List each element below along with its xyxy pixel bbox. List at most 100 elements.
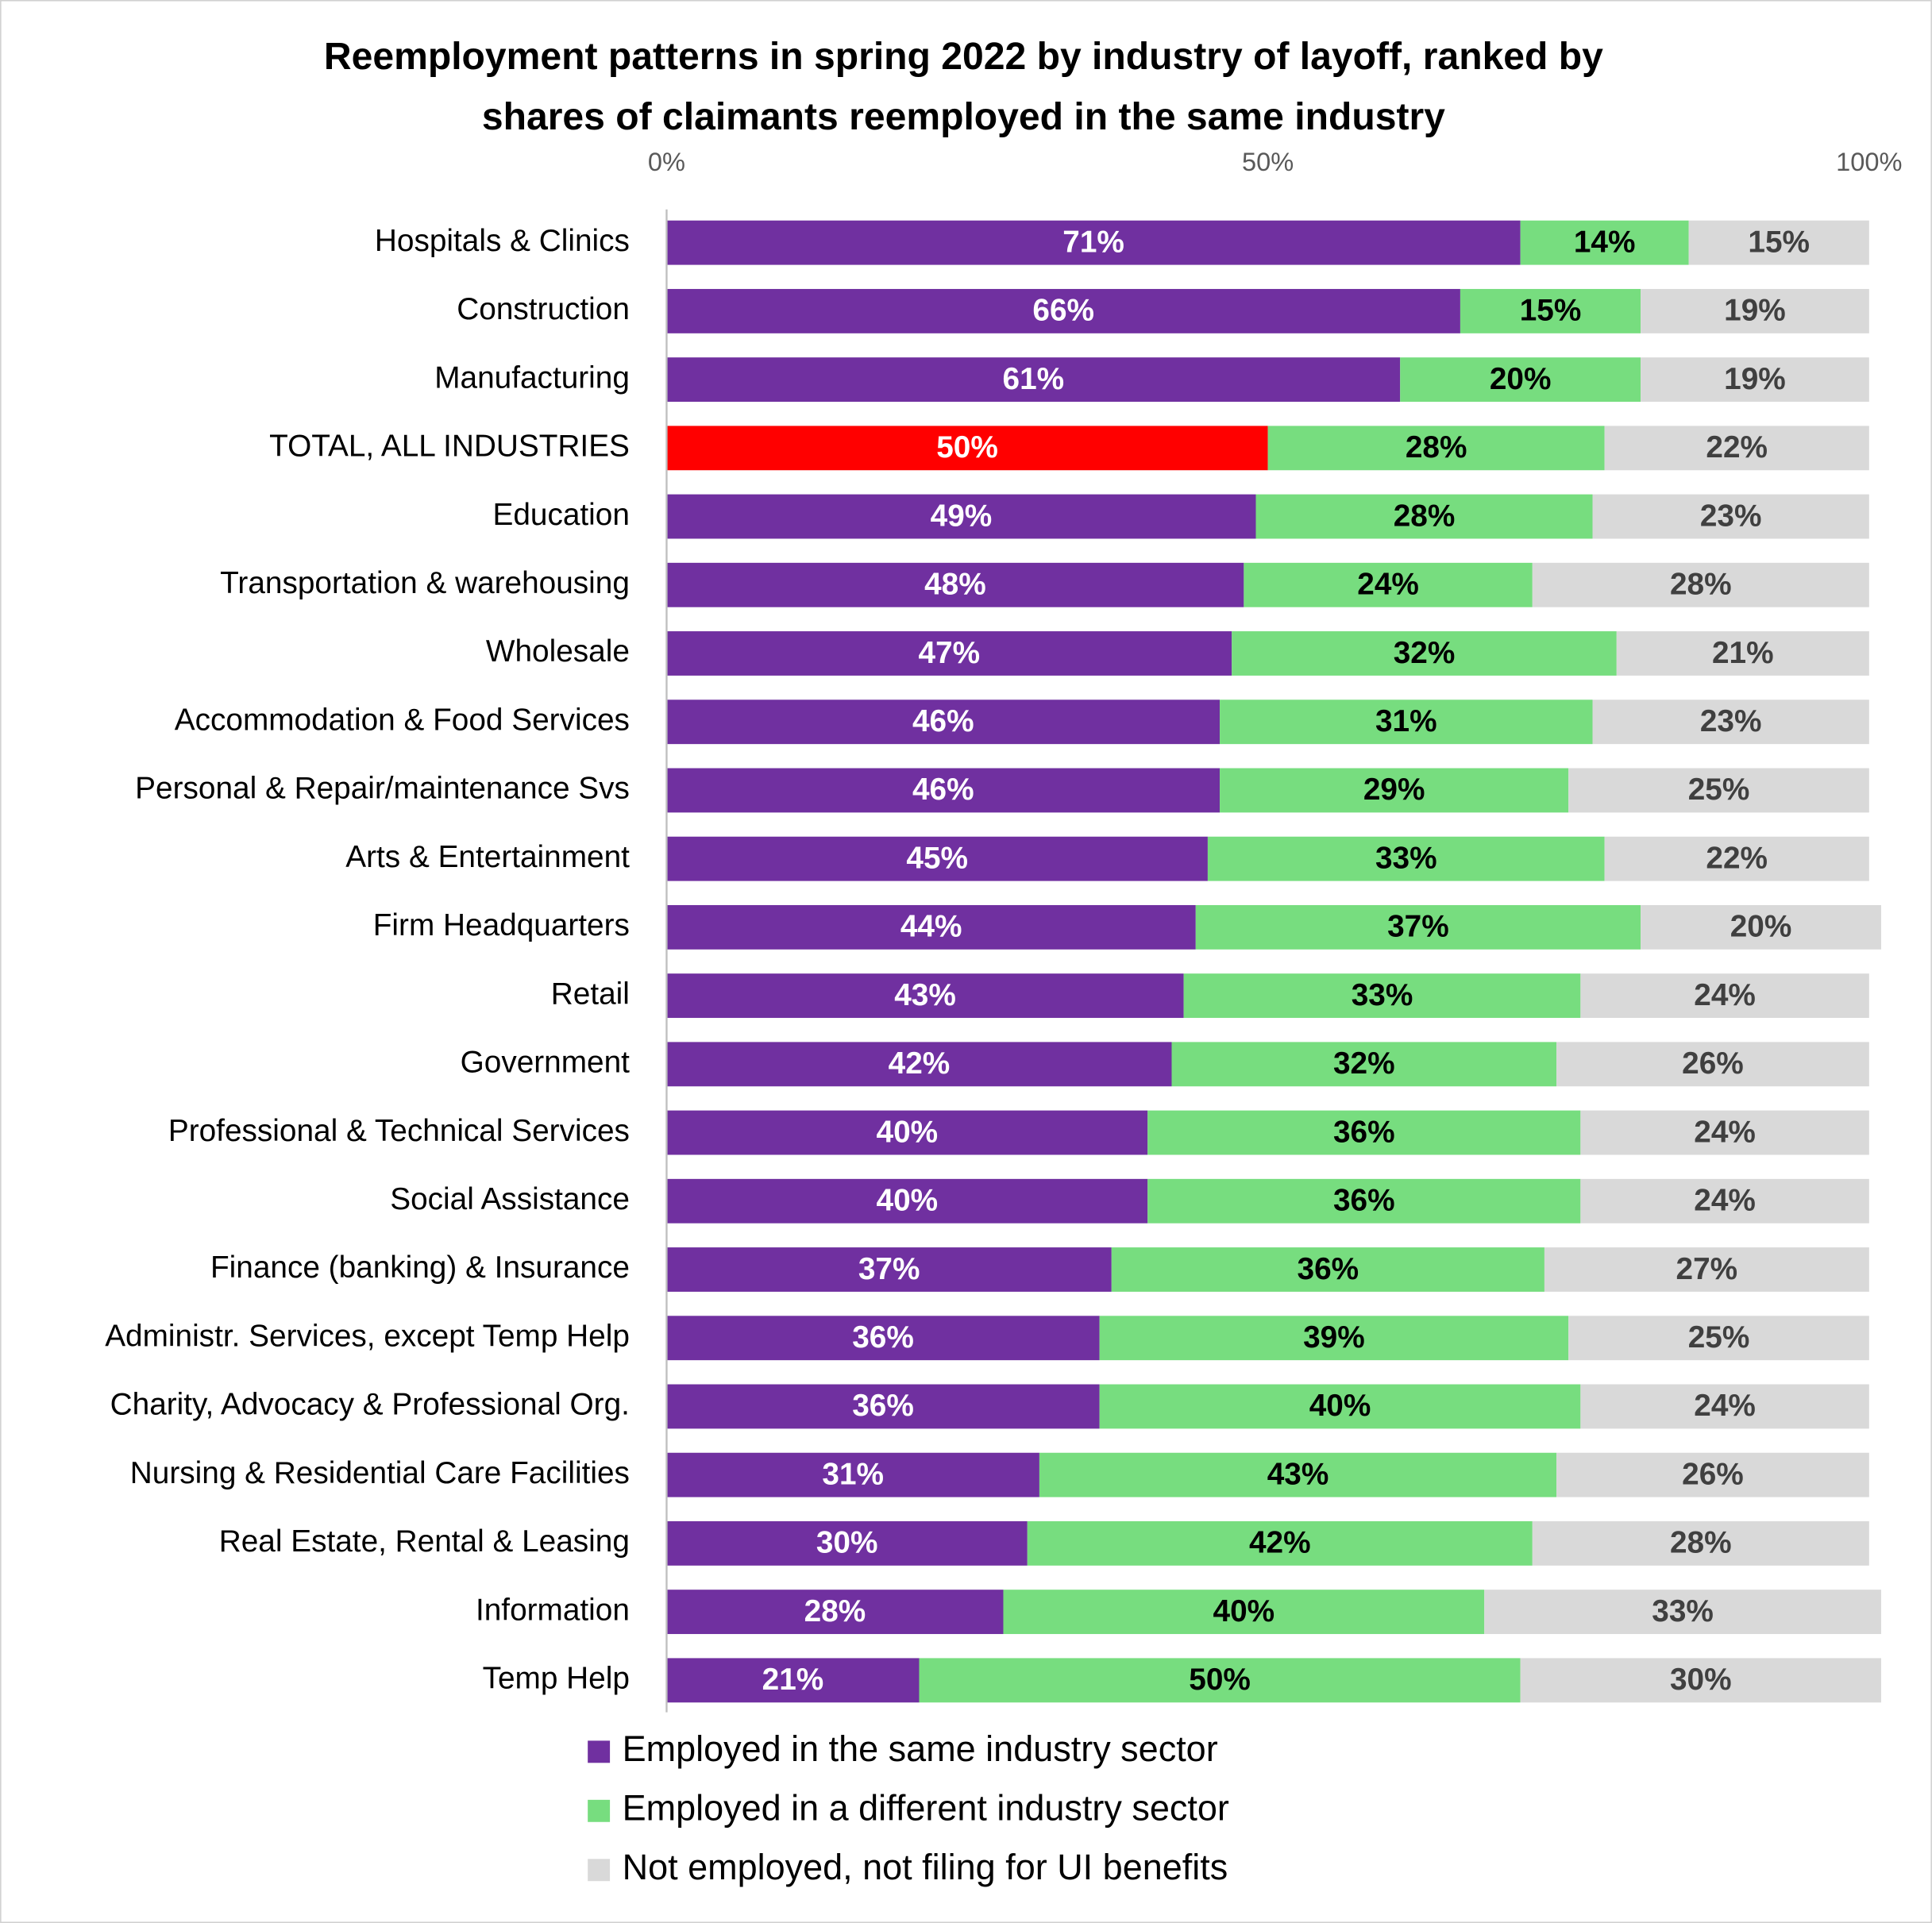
- data-label: 39%: [1303, 1320, 1365, 1355]
- bar-segment: [1568, 1316, 1869, 1361]
- bar-segment: [1604, 836, 1869, 881]
- data-label: 14%: [1574, 225, 1636, 259]
- data-label: 42%: [889, 1046, 951, 1081]
- data-label: 24%: [1694, 1389, 1756, 1423]
- bar-segment: [1592, 699, 1869, 745]
- data-label: 21%: [1712, 636, 1774, 670]
- data-label: 32%: [1394, 636, 1456, 670]
- data-label: 31%: [1375, 704, 1437, 738]
- data-label: 21%: [762, 1663, 824, 1697]
- data-label: 15%: [1520, 294, 1582, 328]
- data-label: 24%: [1357, 568, 1419, 602]
- data-label: 33%: [1352, 978, 1413, 1012]
- bar-segment: [1147, 1110, 1581, 1155]
- data-label: 33%: [1375, 841, 1437, 875]
- bar-segment: [666, 288, 1460, 333]
- data-label: 25%: [1688, 1320, 1750, 1355]
- bar-segment: [1003, 1590, 1485, 1635]
- data-label: 28%: [804, 1594, 866, 1628]
- category-label: TOTAL, ALL INDUSTRIES: [269, 430, 630, 464]
- category-label: Charity, Advocacy & Professional Org.: [110, 1388, 630, 1422]
- bar-segment: [1147, 1178, 1581, 1224]
- data-label: 26%: [1682, 1457, 1744, 1491]
- data-label: 45%: [906, 841, 968, 875]
- data-label: 46%: [912, 773, 974, 807]
- data-label: 40%: [1213, 1594, 1275, 1628]
- data-label: 29%: [1363, 773, 1425, 807]
- data-label: 36%: [1333, 1184, 1395, 1218]
- bar-segment: [666, 768, 1221, 813]
- data-label: 28%: [1670, 1526, 1732, 1560]
- bar-segment: [1460, 288, 1641, 333]
- data-label: 37%: [858, 1252, 920, 1286]
- bar-segment: [1099, 1316, 1569, 1361]
- bar-segment: [1688, 220, 1869, 265]
- category-label: Construction: [457, 292, 630, 326]
- bar-segment: [1604, 426, 1869, 471]
- bar-segment: [1641, 288, 1869, 333]
- data-label: 71%: [1062, 225, 1124, 259]
- bar-segment: [1111, 1247, 1544, 1292]
- bar-segment: [1532, 562, 1869, 607]
- bar-segment: [1244, 562, 1533, 607]
- bar-segment: [1220, 768, 1569, 813]
- data-label: 24%: [1694, 1184, 1756, 1218]
- legend-swatch: [588, 1799, 611, 1822]
- category-label: Government: [461, 1046, 631, 1080]
- category-label: Personal & Repair/maintenance Svs: [135, 772, 630, 806]
- bar-segment: [1171, 1042, 1557, 1087]
- category-label: Wholesale: [486, 634, 630, 669]
- bar-segment: [1641, 904, 1881, 950]
- data-label: 24%: [1694, 1115, 1756, 1149]
- bar-segment: [666, 220, 1521, 265]
- chart-title: Reemployment patterns in spring 2022 by …: [324, 35, 1603, 78]
- bar-segment: [666, 494, 1256, 539]
- data-label: 15%: [1748, 225, 1810, 259]
- bar-segment: [666, 1178, 1148, 1224]
- category-label: Real Estate, Rental & Leasing: [219, 1524, 630, 1559]
- data-label: 22%: [1706, 430, 1768, 464]
- bar-segment: [1568, 768, 1869, 813]
- data-label: 40%: [1309, 1389, 1371, 1423]
- data-label: 50%: [936, 430, 998, 464]
- bar-segment: [1641, 357, 1869, 403]
- bar-segment: [1580, 1384, 1869, 1429]
- data-label: 22%: [1706, 841, 1768, 875]
- data-label: 43%: [894, 978, 956, 1012]
- bar-segment: [666, 904, 1196, 950]
- bar-segment: [1099, 1384, 1581, 1429]
- data-label: 31%: [822, 1457, 884, 1491]
- data-label: 61%: [1003, 362, 1065, 396]
- bar-segment: [666, 699, 1221, 745]
- bar-segment: [919, 1658, 1521, 1703]
- legend-label: Employed in the same industry sector: [623, 1728, 1218, 1769]
- bar-segment: [666, 836, 1208, 881]
- data-label: 20%: [1490, 362, 1552, 396]
- bar-segment: [1484, 1590, 1881, 1635]
- bar-segment: [666, 1590, 1004, 1635]
- bar-segment: [1267, 426, 1605, 471]
- bar-segment: [1580, 973, 1869, 1019]
- x-tick-label: 50%: [1242, 148, 1294, 176]
- data-label: 28%: [1670, 568, 1732, 602]
- bar-segment: [1544, 1247, 1869, 1292]
- bar-segment: [1532, 1520, 1869, 1566]
- legend-swatch: [588, 1859, 611, 1882]
- category-label: Nursing & Residential Care Facilities: [130, 1456, 630, 1490]
- bar-segment: [666, 1384, 1100, 1429]
- category-label: Retail: [551, 977, 630, 1011]
- bar-segment: [666, 973, 1184, 1019]
- bar-segment: [1400, 357, 1641, 403]
- bar-segment: [666, 426, 1268, 471]
- bar-segment: [1255, 494, 1593, 539]
- data-label: 32%: [1333, 1046, 1395, 1081]
- data-label: 49%: [931, 499, 993, 533]
- bar-segment: [1039, 1452, 1557, 1497]
- bar-segment: [666, 562, 1244, 607]
- bar-segment: [666, 1042, 1172, 1087]
- bar-segment: [666, 357, 1401, 403]
- bar-segment: [1027, 1520, 1533, 1566]
- data-label: 24%: [1694, 978, 1756, 1012]
